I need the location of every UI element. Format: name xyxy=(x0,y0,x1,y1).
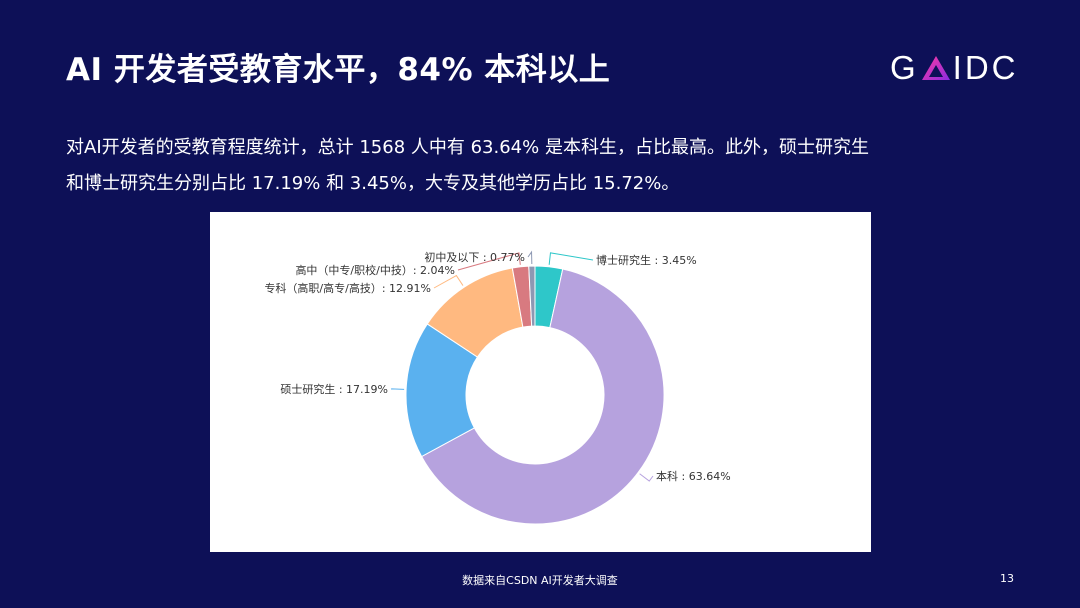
label-leader-line xyxy=(433,274,464,289)
label-leader-line xyxy=(527,250,533,265)
label-leader-line xyxy=(639,473,654,482)
slice-label: 本科 : 63.64% xyxy=(656,469,731,483)
label-leader-line xyxy=(457,252,521,271)
donut-chart: 博士研究生 : 3.45% 本科 : 63.64% 硕士研究生 : 17.19% 专科… xyxy=(264,250,731,525)
pie-slice xyxy=(420,268,665,525)
logo-text-right: IDC xyxy=(952,49,1019,86)
chart-container: 博士研究生 : 3.45% 本科 : 63.64% 硕士研究生 : 17.19% 专科… xyxy=(210,212,871,552)
slice-label: 博士研究生 : 3.45% xyxy=(596,253,697,267)
slice-label: 初中及以下 : 0.77% xyxy=(424,250,525,264)
description-line-1: 对AI开发者的受教育程度统计，总计 1568 人中有 63.64% 是本科生，占… xyxy=(66,137,869,158)
description: 对AI开发者的受教育程度统计，总计 1568 人中有 63.64% 是本科生，占… xyxy=(66,130,1026,202)
pie-slice xyxy=(528,265,536,327)
page-title: AI 开发者受教育水平，84% 本科以上 xyxy=(66,52,611,88)
gaidc-logo: G IDC xyxy=(890,49,1019,86)
page-number: 13 xyxy=(1000,572,1014,585)
label-leader-line xyxy=(548,252,594,265)
slice-label: 硕士研究生 : 17.19% xyxy=(280,382,388,396)
slice-label: 专科（高职/高专/高技）: 12.91% xyxy=(264,281,431,295)
slice-label: 高中（中专/职校/中技）: 2.04% xyxy=(295,263,455,277)
label-leader-line xyxy=(390,388,405,390)
logo-text-left: G xyxy=(890,49,919,86)
description-line-2: 和博士研究生分别占比 17.19% 和 3.45%，大专及其他学历占比 15.7… xyxy=(66,173,680,194)
logo-triangle-icon xyxy=(921,56,950,80)
source-footer: 数据来自CSDN AI开发者大调查 xyxy=(462,574,618,587)
